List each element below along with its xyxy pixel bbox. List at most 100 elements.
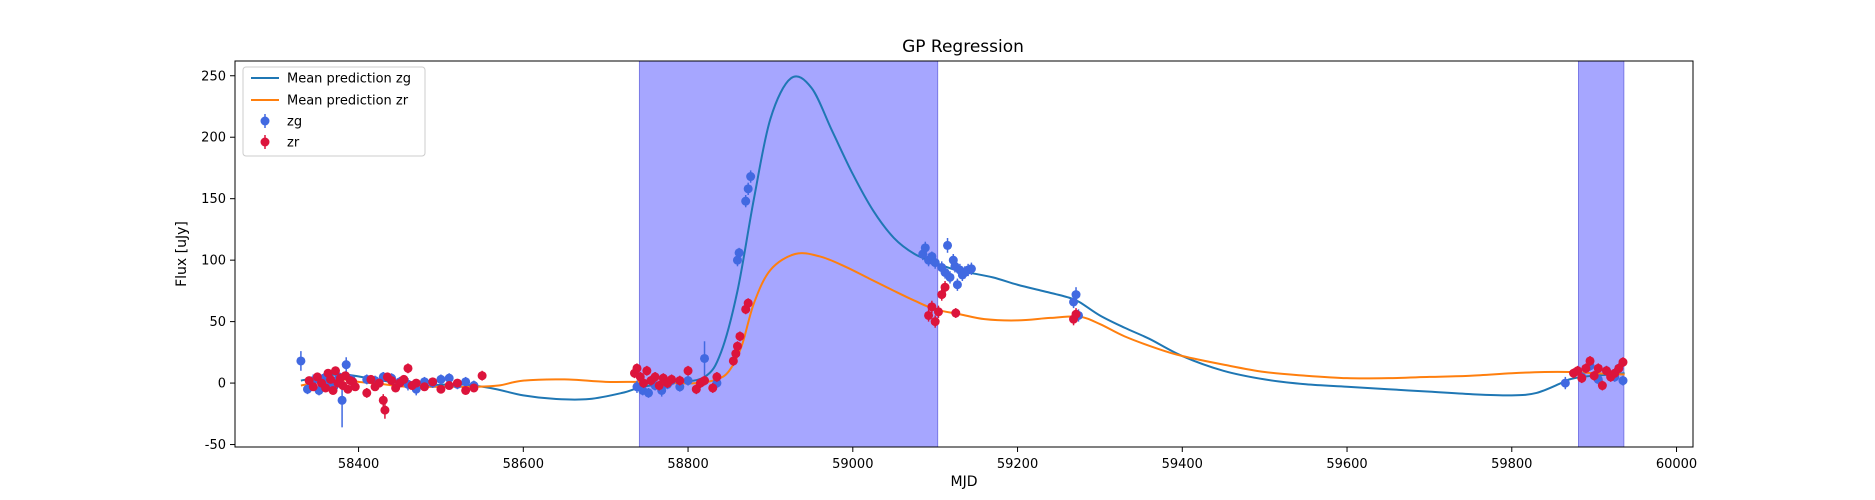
point-zr-13: [343, 384, 353, 394]
point-zr-64: [927, 302, 937, 312]
point-zr-22: [380, 405, 390, 415]
legend-swatch-zr-marker: [260, 137, 270, 147]
observation-points: [296, 170, 1628, 428]
point-zr-34: [444, 381, 454, 391]
point-zr-57: [728, 356, 738, 366]
point-zg-39: [743, 184, 753, 194]
y-tick-label-250: 250: [201, 69, 226, 84]
point-zr-6: [326, 374, 336, 384]
x-axis-label: MJD: [951, 474, 978, 490]
x-tick-label-59200: 59200: [997, 457, 1038, 472]
point-zr-32: [428, 377, 438, 387]
point-zg-23: [461, 377, 471, 387]
line-zr-mean-prediction: [300, 252, 1625, 388]
point-zg-52: [952, 280, 962, 290]
point-zr-4: [321, 383, 331, 393]
x-tick-label-59400: 59400: [1162, 457, 1203, 472]
plot-frame: [234, 60, 1694, 448]
shaded-region-1: [638, 60, 939, 448]
point-zr-7: [328, 385, 338, 395]
point-zr-46: [654, 381, 664, 391]
point-zr-35: [452, 378, 462, 388]
x-tick-label-59000: 59000: [832, 457, 873, 472]
point-zg-8: [337, 395, 347, 405]
x-tick-label-59800: 59800: [1491, 457, 1532, 472]
point-zg-48: [943, 240, 953, 250]
point-zr-1: [308, 382, 318, 392]
legend-swatch-zg-marker: [260, 116, 270, 126]
point-zr-73: [1573, 366, 1583, 376]
point-zg-36: [732, 255, 742, 265]
x-tick-label-58800: 58800: [667, 457, 708, 472]
point-zr-66: [933, 307, 943, 317]
point-zr-42: [639, 378, 649, 388]
point-zr-28: [403, 363, 413, 373]
point-zr-20: [374, 378, 384, 388]
point-zr-54: [700, 376, 710, 386]
legend-label-zr: zr: [287, 136, 300, 151]
point-zr-24: [387, 376, 397, 386]
point-zr-67: [937, 290, 947, 300]
point-zr-79: [1597, 381, 1607, 391]
series-zr: [304, 281, 1628, 419]
legend-label-zr-line: Mean prediction zr: [287, 94, 409, 109]
point-zr-33: [436, 384, 446, 394]
y-tick-label-150: 150: [201, 192, 226, 207]
point-zr-78: [1593, 363, 1603, 373]
point-zr-65: [930, 317, 940, 327]
point-zr-58: [731, 349, 741, 359]
point-zg-68: [1618, 376, 1628, 386]
y-tick-label--50: -50: [205, 438, 226, 453]
y-tick-label-50: 50: [209, 315, 226, 330]
point-zg-59: [1071, 290, 1081, 300]
legend: Mean prediction zg Mean prediction zr zg zr: [242, 66, 426, 157]
point-zr-18: [366, 374, 376, 384]
point-zr-71: [1071, 309, 1081, 319]
point-zr-16: [350, 382, 360, 392]
y-axis-ticks: -50 0 50 100 150 200 250: [201, 69, 235, 453]
point-zr-40: [632, 363, 642, 373]
legend-box: [242, 66, 426, 157]
legend-items: Mean prediction zg Mean prediction zr zg zr: [251, 72, 411, 151]
legend-label-zg-line: Mean prediction zg: [287, 72, 411, 87]
y-tick-label-0: 0: [218, 377, 226, 392]
x-axis-ticks: 58400 58600 58800 59000 59200 59400 59600 59800…: [338, 447, 1697, 472]
point-zr-60: [735, 331, 745, 341]
point-zr-51: [683, 366, 693, 376]
point-zg-0: [296, 356, 306, 366]
point-zr-56: [712, 372, 722, 382]
legend-label-zg: zg: [287, 115, 302, 130]
point-zr-31: [419, 382, 429, 392]
point-zr-50: [675, 376, 685, 386]
point-zr-55: [708, 383, 718, 393]
point-zr-59: [732, 341, 742, 351]
point-zg-57: [966, 264, 976, 274]
point-zr-8: [330, 366, 340, 376]
point-zg-20: [436, 374, 446, 384]
y-axis-label: Flux [uJy]: [174, 221, 190, 287]
x-tick-label-58600: 58600: [503, 457, 544, 472]
point-zr-84: [1618, 357, 1628, 367]
point-zr-30: [411, 378, 421, 388]
point-zr-43: [642, 366, 652, 376]
point-zr-75: [1581, 363, 1591, 373]
point-zg-9: [341, 360, 351, 370]
x-tick-label-60000: 60000: [1656, 457, 1697, 472]
point-zr-77: [1589, 371, 1599, 381]
point-zg-61: [1560, 378, 1570, 388]
point-zg-37: [734, 248, 744, 258]
point-zr-45: [650, 372, 660, 382]
x-tick-label-58400: 58400: [338, 457, 379, 472]
point-zg-33: [683, 376, 693, 386]
point-zg-49: [945, 272, 955, 282]
point-zr-69: [951, 308, 961, 318]
point-zr-76: [1585, 356, 1595, 366]
point-zr-38: [477, 371, 487, 381]
point-zg-27: [644, 388, 654, 398]
point-zr-27: [399, 374, 409, 384]
point-zr-49: [667, 374, 677, 384]
point-zg-38: [741, 196, 751, 206]
y-tick-label-100: 100: [201, 254, 226, 269]
